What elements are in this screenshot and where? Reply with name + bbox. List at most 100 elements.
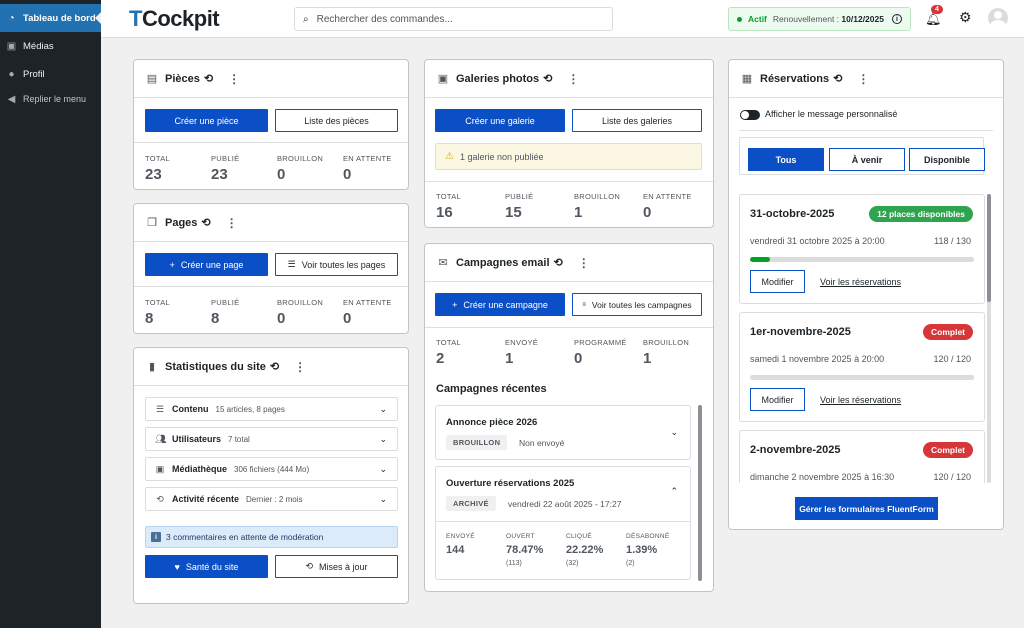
custom-message-toggle[interactable] (740, 110, 760, 120)
card-header: ❐ Pages ⟲ ⋮ (134, 204, 408, 242)
health-icon: ♥ (174, 561, 180, 572)
stat-label: BROUILLON (277, 298, 324, 307)
stat-label: BROUILLON (277, 154, 324, 163)
search-bar[interactable]: ⌕ (294, 7, 613, 31)
gear-icon[interactable]: ⚙ (959, 9, 972, 25)
create-page-button[interactable]: + Créer une page (145, 253, 268, 276)
sync-icon[interactable]: ⟲ (269, 361, 280, 373)
stat-total: TOTAL 23 (145, 154, 211, 183)
view-campaigns-button[interactable]: ≡ Voir toutes les campagnes (572, 293, 702, 316)
campaign-meta: Non envoyé (519, 438, 565, 448)
view-reservations-link[interactable]: Voir les réservations (820, 277, 902, 287)
capacity-progress-bar (750, 257, 974, 262)
sync-icon[interactable]: ⟲ (833, 73, 843, 85)
divider (436, 521, 690, 522)
list-pieces-button[interactable]: Liste des pièces (275, 109, 398, 132)
more-menu-icon[interactable]: ⋮ (857, 71, 870, 86)
campaign-item[interactable]: Ouverture réservations 2025 ARCHIVÉ vend… (435, 466, 691, 580)
card-header: ✉ Campagnes email ⟲ ⋮ (425, 244, 713, 282)
sidebar-item-label: Médias (23, 40, 54, 52)
collapse-icon: ◀ (7, 93, 16, 105)
metric-label: CLIQUÉ (566, 533, 593, 540)
sidebar-collapse-menu[interactable]: ◀ Replier le menu (0, 88, 101, 110)
event-card: 31-octobre-2025 12 places disponibles ve… (739, 194, 985, 304)
sync-icon[interactable]: ⟲ (543, 73, 553, 85)
updates-button[interactable]: ⟲ Mises à jour (275, 555, 398, 578)
stat-draft: BROUILLON 0 (277, 298, 343, 327)
accordion-sub: 306 fichiers (444 Mo) (234, 464, 310, 474)
stat-pending: EN ATTENTE 0 (343, 154, 409, 183)
sidebar-item-dashboard[interactable]: ◔ Tableau de bord (0, 4, 101, 32)
accordion-recent-activity[interactable]: ⟲ Activité récente Dernier : 2 mois ⌄ (145, 487, 398, 511)
list-galleries-button[interactable]: Liste des galeries (572, 109, 702, 132)
scrollbar-thumb[interactable] (698, 405, 702, 581)
scrollbar-thumb[interactable] (987, 194, 991, 302)
create-gallery-button[interactable]: Créer une galerie (435, 109, 565, 132)
metric-label: ENVOYÉ (446, 533, 475, 540)
accordion-media-library[interactable]: ▣ Médiathèque 306 fichiers (444 Mo) ⌄ (145, 457, 398, 481)
view-reservations-link[interactable]: Voir les réservations (820, 395, 902, 405)
logo[interactable]: TCockpit (129, 6, 220, 32)
info-icon[interactable]: i (892, 14, 902, 24)
accordion-users[interactable]: 👥︎ Utilisateurs 7 total ⌄ (145, 427, 398, 451)
more-menu-icon[interactable]: ⋮ (228, 71, 241, 86)
button-label: Santé du site (185, 561, 239, 572)
site-health-button[interactable]: ♥ Santé du site (145, 555, 268, 578)
more-menu-icon[interactable]: ⋮ (294, 359, 307, 374)
filter-upcoming-button[interactable]: À venir (829, 148, 905, 171)
renewal-label: Renouvellement : (772, 14, 840, 24)
chevron-down-icon[interactable]: ⌄ (670, 427, 678, 437)
filter-available-button[interactable]: Disponible (909, 148, 985, 171)
calendar-icon: ▦ (741, 73, 753, 85)
stat-scheduled: PROGRAMMÉ 0 (574, 338, 643, 367)
campaign-item[interactable]: Annonce pièce 2026 BROUILLON Non envoyé … (435, 405, 691, 460)
stat-draft: BROUILLON 1 (643, 338, 712, 367)
bell-icon[interactable]: 🔔︎ (925, 11, 942, 26)
logo-text: Cockpit (141, 6, 220, 31)
metric-unsubscribed: DÉSABONNÉ 1.39% (2) (626, 533, 670, 567)
notice-text: 3 commentaires en attente de modération (166, 532, 324, 542)
more-menu-icon[interactable]: ⋮ (567, 71, 580, 86)
avatar[interactable] (988, 8, 1008, 28)
accordion-content[interactable]: ☰ Contenu 15 articles, 8 pages ⌄ (145, 397, 398, 421)
sidebar-item-label: Tableau de bord (23, 12, 96, 24)
full-badge: Complet (923, 324, 973, 340)
moderation-notice[interactable]: i 3 commentaires en attente de modératio… (145, 526, 398, 548)
stat-total: TOTAL 16 (436, 192, 505, 221)
chevron-down-icon: ⌄ (379, 463, 387, 474)
accordion-sub: Dernier : 2 mois (246, 494, 303, 504)
event-title: 2-novembre-2025 (750, 444, 841, 456)
stat-value: 0 (343, 310, 352, 327)
pieces-icon: ▤ (146, 73, 158, 85)
sidebar-item-media[interactable]: ▣ Médias (0, 32, 101, 60)
sync-icon[interactable]: ⟲ (201, 217, 211, 229)
stat-label: PROGRAMMÉ (574, 338, 627, 347)
more-menu-icon[interactable]: ⋮ (577, 255, 590, 270)
edit-event-button[interactable]: Modifier (750, 388, 805, 411)
manage-fluentform-button[interactable]: Gérer les formulaires FluentForm (795, 497, 938, 520)
chevron-up-icon[interactable]: ⌃ (670, 486, 678, 496)
stat-label: PUBLIÉ (505, 192, 534, 201)
accordion-label: Contenu (172, 404, 209, 414)
sync-icon[interactable]: ⟲ (203, 73, 214, 85)
create-campaign-button[interactable]: + Créer une campagne (435, 293, 565, 316)
sidebar-item-profile[interactable]: ● Profil (0, 60, 101, 88)
more-menu-icon[interactable]: ⋮ (225, 215, 238, 230)
edit-event-button[interactable]: Modifier (750, 270, 805, 293)
event-card: 2-novembre-2025 Complet dimanche 2 novem… (739, 430, 985, 483)
divider (134, 286, 408, 287)
card-title: Pages (165, 216, 198, 229)
filter-all-button[interactable]: Tous (748, 148, 824, 171)
accordion-sub: 15 articles, 8 pages (215, 404, 285, 414)
create-piece-button[interactable]: Créer une pièce (145, 109, 268, 132)
view-pages-button[interactable]: ☰ Voir toutes les pages (275, 253, 398, 276)
image-icon: ▣ (155, 463, 165, 474)
recent-campaigns-title: Campagnes récentes (436, 383, 547, 395)
refresh-icon: ⟲ (305, 561, 314, 571)
sync-icon[interactable]: ⟲ (553, 257, 563, 269)
scrollbar-track[interactable] (987, 194, 991, 483)
search-input[interactable] (316, 13, 597, 25)
stat-value: 0 (574, 350, 583, 367)
bar-chart-icon: ▮ (148, 361, 156, 373)
stat-value: 0 (643, 204, 652, 221)
